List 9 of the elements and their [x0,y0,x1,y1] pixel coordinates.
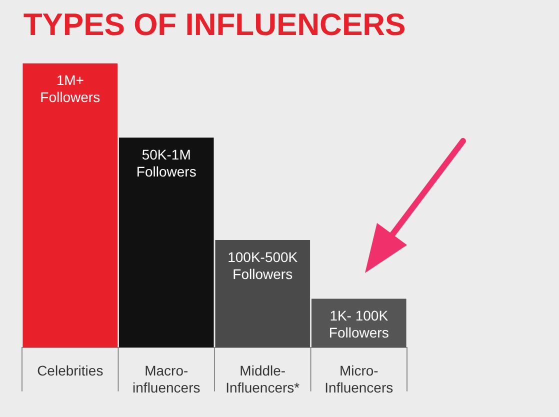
annotation: 100K-500K Followers [228,248,298,282]
annotation: 1M+ Followers [40,72,100,106]
x-tick-label: Macro-influencers [132,362,200,396]
x-tick-label: Celebrities [37,362,104,379]
x-tick-label: Micro-Influencers [324,362,394,396]
annotation: 1K- 100K Followers [328,308,389,341]
chart-title: TYPES OF INFLUENCERS [23,7,406,42]
annotation: 50K-1M Followers [136,146,196,180]
x-tick-label: Middle-Influencers* [226,362,300,396]
